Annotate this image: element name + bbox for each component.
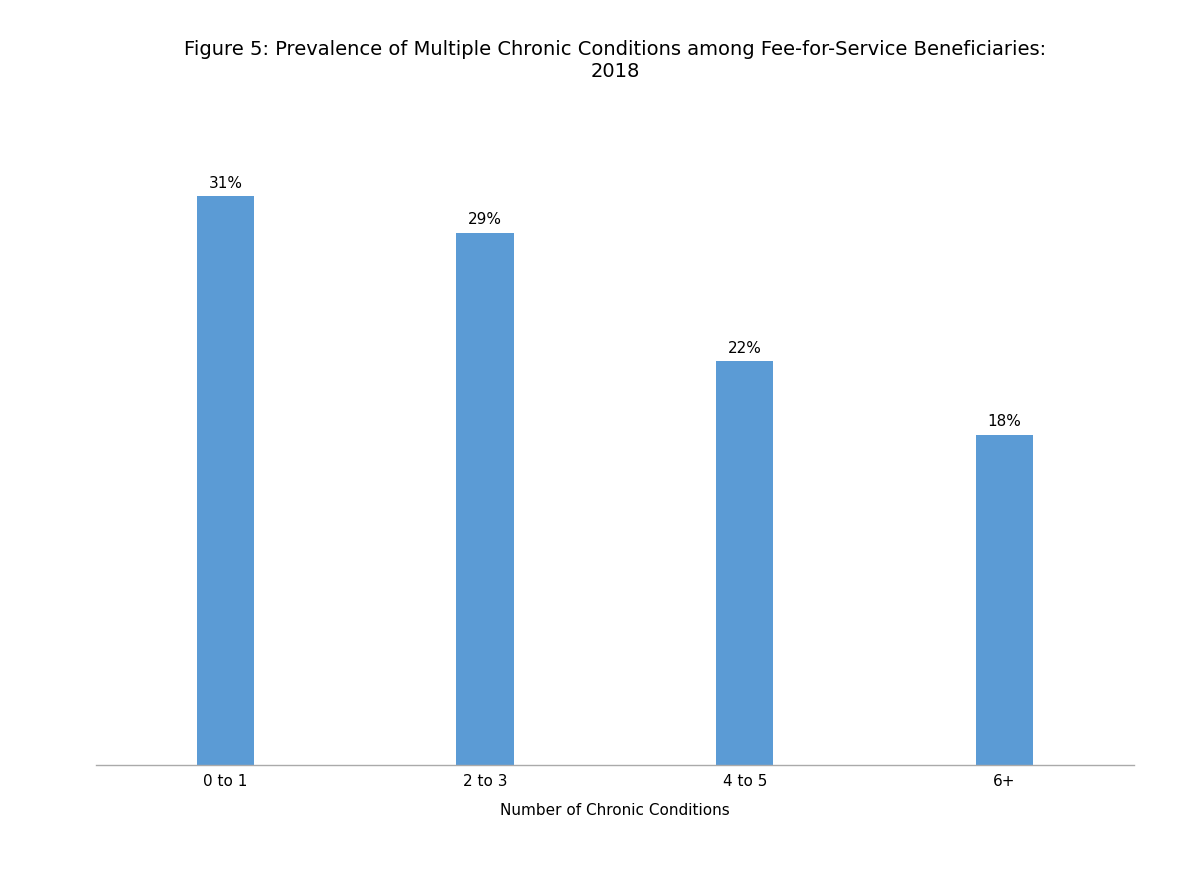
Text: 29%: 29% — [468, 212, 501, 227]
X-axis label: Number of Chronic Conditions: Number of Chronic Conditions — [500, 803, 730, 819]
Text: 22%: 22% — [728, 341, 762, 355]
Title: Figure 5: Prevalence of Multiple Chronic Conditions among Fee-for-Service Benefi: Figure 5: Prevalence of Multiple Chronic… — [184, 39, 1046, 81]
Bar — [975, 434, 1033, 765]
Text: 31%: 31% — [209, 176, 242, 190]
Text: 18%: 18% — [987, 414, 1021, 429]
Bar — [197, 196, 254, 765]
Bar — [456, 233, 513, 765]
Bar — [716, 362, 774, 765]
